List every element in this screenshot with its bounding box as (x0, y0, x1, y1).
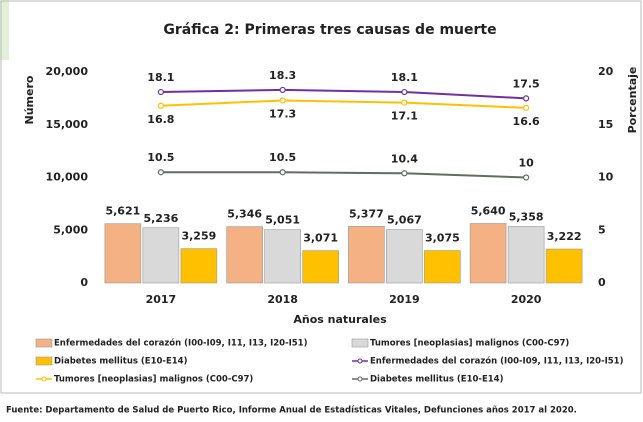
y2-tick-label: 0 (598, 276, 606, 289)
bar (424, 250, 461, 284)
y-tick-label: 15,000 (46, 118, 89, 131)
line-value-label: 18.1 (147, 71, 174, 84)
bar-value-label: 5,346 (227, 208, 262, 221)
legend-label: Tumores [neoplasias] malignos (C00-C97) (54, 375, 253, 385)
bar (226, 226, 263, 284)
bar-value-label: 3,259 (181, 230, 216, 243)
bar (302, 250, 339, 284)
legend-marker (357, 376, 363, 382)
line-value-label: 10.5 (147, 151, 174, 164)
line-marker (523, 104, 530, 111)
bar-value-label: 5,236 (143, 212, 178, 225)
bar (142, 227, 180, 284)
y2-axis-title: Porcentaje (626, 67, 639, 134)
source-note: Fuente: Departamento de Salud de Puerto … (6, 406, 577, 416)
x-axis-title: Años naturales (293, 313, 387, 326)
bar-value-label: 5,621 (105, 205, 140, 218)
line-marker (523, 174, 530, 181)
line-value-label: 16.8 (147, 113, 174, 126)
line-marker (523, 95, 530, 102)
line-value-label: 18.3 (269, 69, 296, 82)
legend-swatch (35, 356, 53, 366)
y2-tick-label: 20 (598, 65, 614, 78)
bar-value-label: 5,067 (387, 214, 422, 227)
y-tick-label: 0 (80, 276, 88, 289)
y-axis-title: Número (23, 75, 36, 124)
line-marker (279, 169, 286, 176)
line-marker (401, 99, 408, 106)
line-value-label: 17.3 (269, 107, 296, 120)
x-tick-label: 2020 (511, 293, 542, 306)
y-tick-label: 10,000 (46, 171, 89, 184)
line-marker (401, 88, 408, 96)
bar (348, 225, 385, 284)
bar-value-label: 5,377 (349, 207, 384, 220)
line-marker (279, 97, 286, 104)
legend-label: Enfermedades del corazón (I00-I09, I11, … (370, 356, 624, 367)
bar (104, 223, 142, 284)
bar (545, 248, 583, 284)
legend-label: Tumores [neoplasias] malignos (C00-C97) (370, 339, 569, 349)
line-value-label: 10.5 (269, 151, 296, 164)
bar-value-label: 3,222 (547, 230, 582, 243)
line-marker (279, 86, 286, 94)
bar-value-label: 3,075 (425, 232, 460, 245)
bar-value-label: 5,358 (509, 210, 544, 223)
line-marker (157, 102, 164, 109)
legend-label: Diabetes mellitus (E10-E14) (370, 375, 504, 385)
x-tick-label: 2018 (267, 293, 298, 306)
bar-value-label: 3,071 (303, 232, 338, 245)
line-value-label: 17.1 (391, 110, 418, 123)
legend-marker (41, 376, 47, 382)
line-value-label: 10.4 (391, 152, 418, 165)
x-tick-label: 2017 (146, 293, 177, 306)
legend-label: Diabetes mellitus (E10-E14) (54, 357, 188, 367)
legend-marker (357, 358, 363, 364)
y-tick-label: 5,000 (53, 223, 88, 236)
line (160, 99, 527, 109)
line-value-label: 18.1 (391, 71, 418, 84)
line-marker (401, 170, 408, 177)
y2-tick-label: 5 (598, 223, 606, 236)
line (160, 171, 527, 179)
y2-tick-label: 15 (598, 118, 613, 131)
chart-frame (0, 0, 642, 394)
line-marker (157, 169, 164, 176)
bar (180, 248, 218, 284)
line-value-label: 17.5 (513, 77, 540, 90)
y-tick-label: 20,000 (46, 65, 89, 78)
bar (386, 229, 423, 284)
legend-swatch (351, 338, 369, 348)
bar (469, 223, 507, 284)
bar (264, 229, 301, 284)
bar (507, 226, 545, 284)
side-strip (0, 0, 9, 60)
y2-tick-label: 10 (598, 171, 614, 184)
bar-value-label: 5,640 (471, 204, 506, 217)
line (160, 88, 527, 100)
line-marker (157, 88, 164, 96)
bar-value-label: 5,051 (265, 214, 300, 227)
x-tick-label: 2019 (389, 293, 420, 306)
chart-title: Gráfica 2: Primeras tres causas de muert… (163, 22, 496, 38)
line-value-label: 10 (518, 157, 534, 170)
line-value-label: 16.6 (513, 115, 540, 128)
legend-swatch (35, 338, 53, 348)
legend-label: Enfermedades del corazón (I00-I09, I11, … (54, 338, 308, 349)
